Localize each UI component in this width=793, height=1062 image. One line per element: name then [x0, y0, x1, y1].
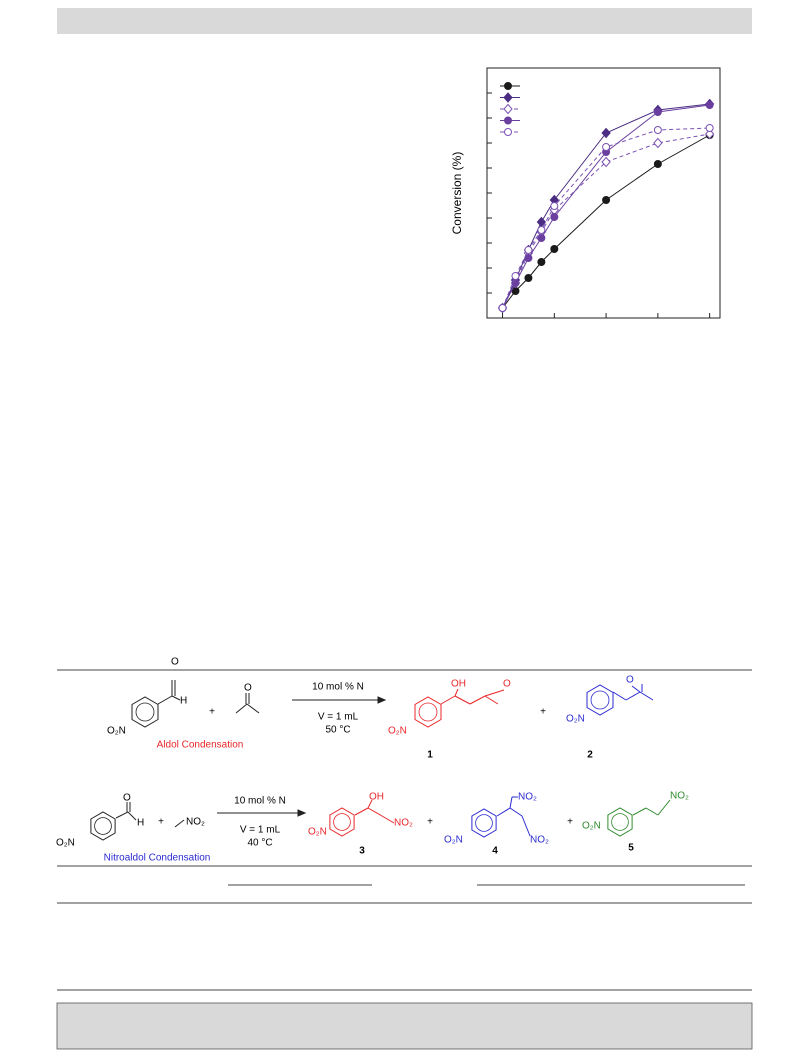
plus: +	[209, 707, 215, 718]
atom-label: H	[180, 696, 187, 707]
reaction-name: Aldol Condensation	[157, 740, 244, 751]
legend-marker	[504, 116, 512, 125]
atom-label: O₂N	[388, 726, 407, 737]
atom-label: O	[171, 657, 179, 668]
legend-marker	[503, 92, 513, 103]
nitroaldol-scheme	[115, 796, 671, 837]
aldol-scheme	[157, 680, 654, 714]
benzene-ring-inner	[94, 817, 112, 835]
condition: V = 1 mL	[318, 712, 359, 723]
marker	[550, 202, 559, 210]
benzene-ring	[329, 807, 355, 837]
benzene-ring-inner	[333, 813, 351, 831]
atom-label: O₂N	[444, 835, 463, 846]
marker	[705, 101, 714, 109]
marker	[537, 258, 546, 266]
benzene-ring-inner	[135, 702, 155, 722]
marker	[653, 126, 662, 134]
marker	[550, 213, 559, 221]
atom-label: O	[244, 683, 252, 694]
plus: +	[567, 817, 573, 828]
atom-label: O₂N	[566, 714, 585, 725]
header-bar	[57, 8, 752, 34]
benzene-ring	[90, 811, 116, 841]
marker	[653, 137, 663, 149]
marker	[524, 246, 533, 254]
marker	[704, 128, 715, 140]
atom-label: OH	[451, 679, 466, 690]
marker	[653, 108, 662, 116]
reaction-name: Nitroaldol Condensation	[104, 853, 211, 864]
benzene-ring	[586, 684, 614, 716]
marker	[705, 124, 714, 132]
legend-marker	[503, 103, 513, 115]
marker	[550, 245, 559, 253]
plus: +	[158, 817, 164, 828]
legend-marker	[504, 128, 512, 136]
atom-label: O₂N	[308, 827, 327, 838]
marker	[524, 274, 533, 282]
marker	[511, 272, 520, 280]
compound-number: 4	[492, 846, 498, 857]
marker	[498, 304, 507, 312]
benzene-ring-inner	[611, 813, 629, 831]
atom-label: NO₂	[518, 792, 537, 803]
condition: 40 °C	[247, 838, 272, 849]
marker	[601, 127, 611, 139]
marker	[524, 254, 533, 262]
atom-label: O	[503, 679, 511, 690]
marker	[537, 234, 546, 242]
atom-label: O	[123, 793, 131, 804]
benzene-ring-inner	[475, 814, 493, 832]
benzene-ring-inner	[590, 690, 610, 710]
series-line	[502, 133, 710, 309]
condition: 10 mol % N	[312, 682, 364, 693]
marker	[511, 279, 520, 287]
atom-label: O	[626, 675, 634, 686]
atom-label: NO₂	[670, 791, 689, 802]
footer-box	[56, 1002, 753, 1050]
series-line	[502, 127, 710, 309]
benzene-ring	[131, 696, 159, 728]
benzene-ring	[414, 696, 442, 728]
marker	[602, 143, 611, 151]
benzene-ring-inner	[418, 702, 438, 722]
compound-number: 5	[628, 843, 634, 854]
legend-marker	[504, 82, 512, 90]
plus: +	[427, 817, 433, 828]
compound-number: 2	[587, 750, 593, 761]
benzene-ring	[471, 808, 497, 838]
atom-label: NO₂	[530, 835, 549, 846]
marker	[537, 226, 546, 234]
marker	[601, 156, 611, 168]
plus: +	[540, 707, 546, 718]
atom-label: O₂N	[582, 821, 601, 832]
condition: V = 1 mL	[240, 825, 281, 836]
atom-label: OH	[369, 792, 384, 803]
marker	[602, 196, 611, 204]
atom-label: NO₂	[186, 817, 205, 828]
plot-frame	[486, 67, 721, 319]
y-axis-label: Conversion (%)	[450, 152, 464, 235]
condition: 10 mol % N	[234, 796, 286, 807]
benzene-ring	[607, 807, 633, 837]
condition: 50 °C	[325, 725, 350, 736]
atom-label: O₂N	[107, 726, 126, 737]
atom-label: NO₂	[394, 818, 413, 829]
compound-number: 3	[359, 846, 365, 857]
atom-label: O₂N	[56, 838, 75, 849]
marker	[653, 160, 662, 168]
compound-number: 1	[427, 750, 433, 761]
atom-label: H	[137, 818, 144, 829]
